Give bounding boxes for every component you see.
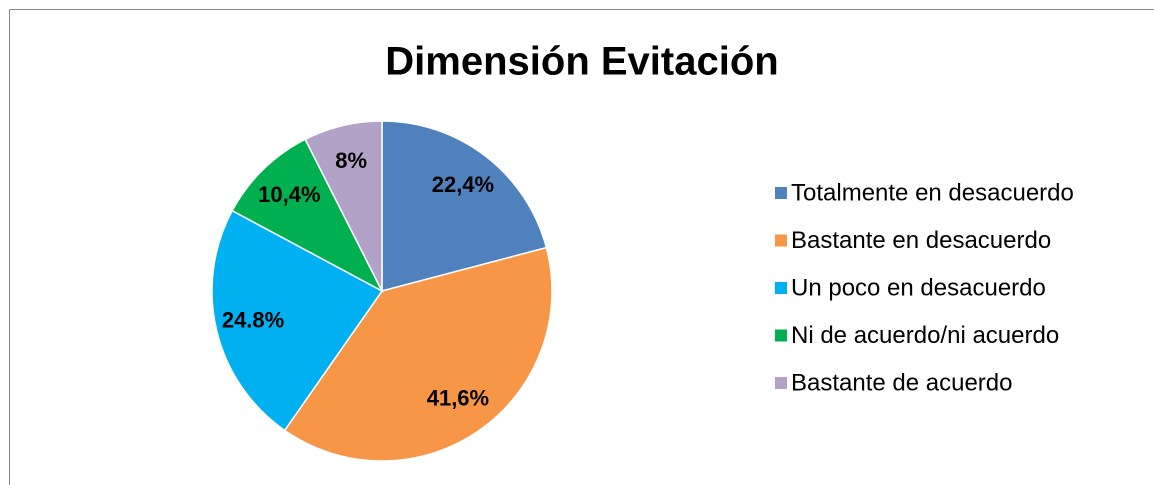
- legend-swatch: [775, 377, 787, 389]
- pie-slice: [231, 138, 384, 293]
- legend-swatch: [775, 282, 787, 294]
- pie-slice: [381, 120, 548, 292]
- pie-slice: [304, 120, 383, 292]
- chart-title: Dimensión Evitación: [385, 40, 778, 84]
- pie-slice: [211, 209, 384, 432]
- data-label: 24.8%: [222, 308, 284, 333]
- legend-swatch: [775, 234, 787, 247]
- legend-label: Ni de acuerdo/ni acuerdo: [791, 322, 1059, 349]
- legend-label: Bastante en desacuerdo: [791, 227, 1051, 254]
- legend-swatch: [775, 187, 787, 199]
- data-label: 22,4%: [432, 172, 494, 197]
- data-label: 10,4%: [258, 182, 320, 207]
- legend-label: Bastante de acuerdo: [791, 369, 1013, 396]
- pie-slice: [283, 246, 553, 462]
- data-label: 41,6%: [427, 386, 489, 411]
- legend-label: Totalmente en desacuerdo: [791, 179, 1074, 206]
- legend-label: Un poco en desacuerdo: [791, 274, 1046, 301]
- data-label: 8%: [335, 148, 367, 173]
- legend-swatch: [775, 329, 787, 342]
